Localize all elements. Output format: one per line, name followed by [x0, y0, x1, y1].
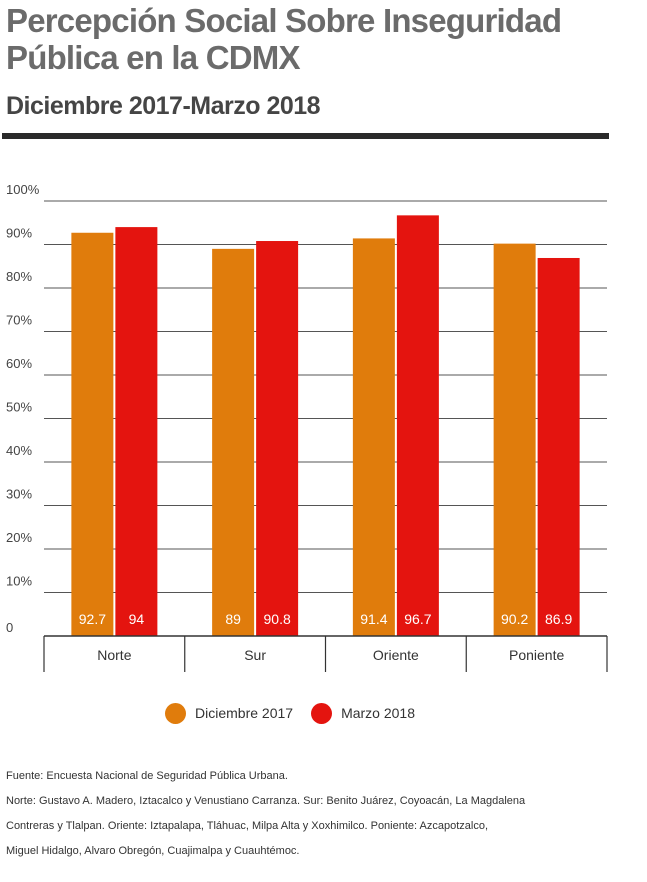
x-category-label: Norte [97, 647, 131, 663]
bar-value-label: 94 [129, 611, 145, 627]
y-tick-label: 100% [6, 182, 40, 197]
x-category-label: Oriente [373, 647, 419, 663]
legend-swatch-marzo [311, 702, 333, 724]
bar [493, 243, 536, 636]
legend-swatch-diciembre [165, 702, 186, 724]
legend-item-diciembre: Diciembre 2017 [165, 702, 294, 724]
y-tick-label: 30% [6, 487, 32, 502]
bar [537, 257, 580, 636]
title-divider [2, 133, 609, 139]
bar-value-label: 90.2 [501, 611, 528, 627]
bar [115, 227, 158, 636]
bar-value-label: 91.4 [360, 611, 387, 627]
data-labels: 92.7 89 91.4 90.2 94 90.8 96.7 86.9 [79, 611, 573, 627]
x-category-label: Sur [244, 647, 266, 663]
y-tick-label: 90% [6, 226, 32, 241]
y-tick-label: 50% [6, 400, 32, 415]
bar [212, 248, 255, 636]
bars [71, 215, 580, 637]
y-axis-ticks: 0 10% 20% 30% 40% 50% 60% 70% 80% 90% 100% [6, 182, 40, 635]
y-tick-label: 60% [6, 356, 32, 371]
legend-label-marzo: Marzo 2018 [341, 705, 415, 721]
legend-item-marzo: Marzo 2018 [311, 702, 415, 724]
bar-value-label: 92.7 [79, 611, 106, 627]
legend: Diciembre 2017 Marzo 2018 [165, 702, 433, 724]
bar-value-label: 90.8 [264, 611, 291, 627]
note-line-3: Miguel Hidalgo, Alvaro Obregón, Cuajimal… [6, 845, 300, 857]
source-notes: Fuente: Encuesta Nacional de Seguridad P… [6, 764, 636, 864]
bar [396, 215, 439, 637]
bar-value-label: 86.9 [545, 611, 572, 627]
bar [256, 241, 299, 636]
y-tick-label: 80% [6, 269, 32, 284]
x-axis: Norte Sur Oriente Poniente [43, 635, 608, 672]
source-text: Fuente: Encuesta Nacional de Seguridad P… [6, 770, 288, 782]
bar [352, 238, 395, 636]
y-tick-label: 10% [6, 574, 32, 589]
y-tick-label: 40% [6, 443, 32, 458]
y-tick-label: 20% [6, 530, 32, 545]
y-tick-label: 0 [6, 620, 13, 635]
bar [71, 232, 114, 636]
chart-subtitle: Diciembre 2017-Marzo 2018 [6, 92, 321, 120]
bar-chart: 010%20%30%40%50%60%70%80%90%100% 92.7 89 9… [6, 182, 608, 672]
legend-label-diciembre: Diciembre 2017 [195, 705, 294, 721]
chart-title: Percepción Social Sobre Inseguridad Públ… [6, 2, 562, 76]
bar-value-label: 96.7 [404, 611, 431, 627]
note-line-2: Contreras y Tlalpan. Oriente: Iztapalapa… [6, 820, 489, 832]
x-category-label: Poniente [509, 647, 564, 663]
note-line-1: Norte: Gustavo A. Madero, Iztacalco y Ve… [6, 795, 526, 807]
bar-value-label: 89 [225, 611, 241, 627]
y-tick-label: 70% [6, 313, 32, 328]
